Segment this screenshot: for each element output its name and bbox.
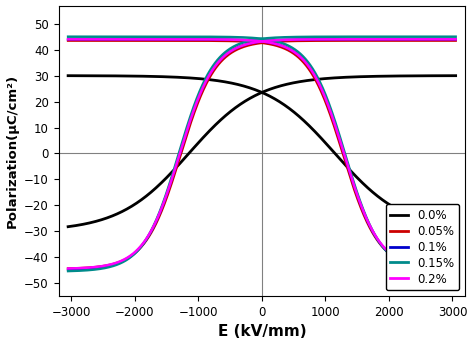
Y-axis label: Polarization(μC/cm²): Polarization(μC/cm²)	[6, 74, 18, 228]
X-axis label: E (kV/mm): E (kV/mm)	[218, 324, 306, 339]
Legend: 0.0%, 0.05%, 0.1%, 0.15%, 0.2%: 0.0%, 0.05%, 0.1%, 0.15%, 0.2%	[385, 204, 459, 290]
